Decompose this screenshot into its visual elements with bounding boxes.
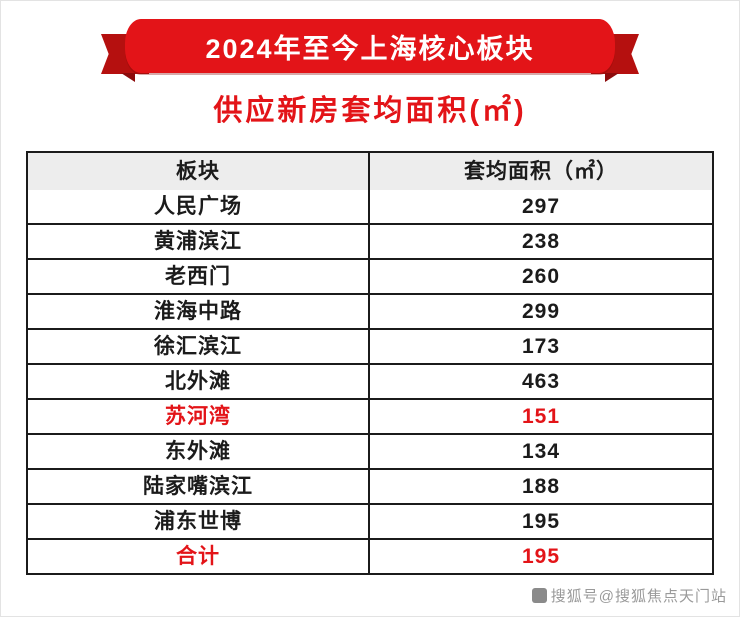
table-row: 老西门 260	[28, 258, 712, 293]
plate-area-value: 238	[521, 230, 561, 253]
plate-name: 北外滩	[28, 365, 370, 398]
plate-area-value: 195	[521, 510, 561, 533]
watermark-text: 搜狐号@搜狐焦点天门站	[550, 588, 727, 605]
table-row: 徐汇滨江 173	[28, 328, 712, 363]
area-table: 板块 套均面积（㎡） 人民广场 297 黄浦滨江 238 老西门 260 淮海中…	[26, 151, 714, 575]
table-row: 浦东世博 195	[28, 503, 712, 538]
table-row: 陆家嘴滨江 188	[28, 468, 712, 503]
sohu-logo-icon	[531, 588, 547, 603]
table-row: 淮海中路 299	[28, 293, 712, 328]
table-row: 苏河湾 151	[28, 398, 712, 433]
plate-area-value: 173	[521, 335, 561, 358]
table-body: 人民广场 297 黄浦滨江 238 老西门 260 淮海中路 299 徐汇滨江 …	[28, 190, 712, 573]
table-row: 黄浦滨江 238	[28, 223, 712, 258]
plate-area-value: 134	[521, 440, 561, 463]
plate-name: 浦东世博	[28, 505, 370, 538]
plate-name: 苏河湾	[28, 400, 370, 433]
plate-area-value: 260	[521, 265, 561, 288]
plate-name: 人民广场	[28, 190, 370, 223]
plate-area-value: 297	[521, 195, 561, 218]
plate-name: 淮海中路	[28, 295, 370, 328]
plate-area-value: 151	[521, 405, 561, 428]
plate-area-value: 188	[521, 475, 561, 498]
plate-area-value: 299	[521, 300, 561, 323]
table-row: 东外滩 134	[28, 433, 712, 468]
table-row: 合计 195	[28, 538, 712, 573]
column-header-plate: 板块	[28, 153, 370, 190]
plate-name: 徐汇滨江	[28, 330, 370, 363]
table-row: 北外滩 463	[28, 363, 712, 398]
ribbon-fold-left-icon	[121, 73, 135, 82]
page-subtitle: 供应新房套均面积(㎡)	[213, 95, 527, 127]
table-header-row: 板块 套均面积（㎡）	[28, 153, 712, 190]
table-row: 人民广场 297	[28, 190, 712, 223]
plate-name: 东外滩	[28, 435, 370, 468]
plate-name: 合计	[28, 540, 370, 573]
ribbon-fold-right-icon	[605, 73, 619, 82]
plate-area-value: 463	[521, 370, 561, 393]
banner-band: 2024年至今上海核心板块	[125, 19, 615, 73]
banner-title: 2024年至今上海核心板块	[205, 33, 535, 64]
plate-name: 老西门	[28, 260, 370, 293]
column-header-area: 套均面积（㎡）	[370, 153, 712, 190]
plate-area-value: 195	[521, 545, 561, 568]
plate-name: 黄浦滨江	[28, 225, 370, 258]
banner-ribbon: 2024年至今上海核心板块	[101, 19, 639, 82]
plate-name: 陆家嘴滨江	[28, 470, 370, 503]
watermark: 搜狐号@搜狐焦点天门站	[531, 585, 727, 606]
